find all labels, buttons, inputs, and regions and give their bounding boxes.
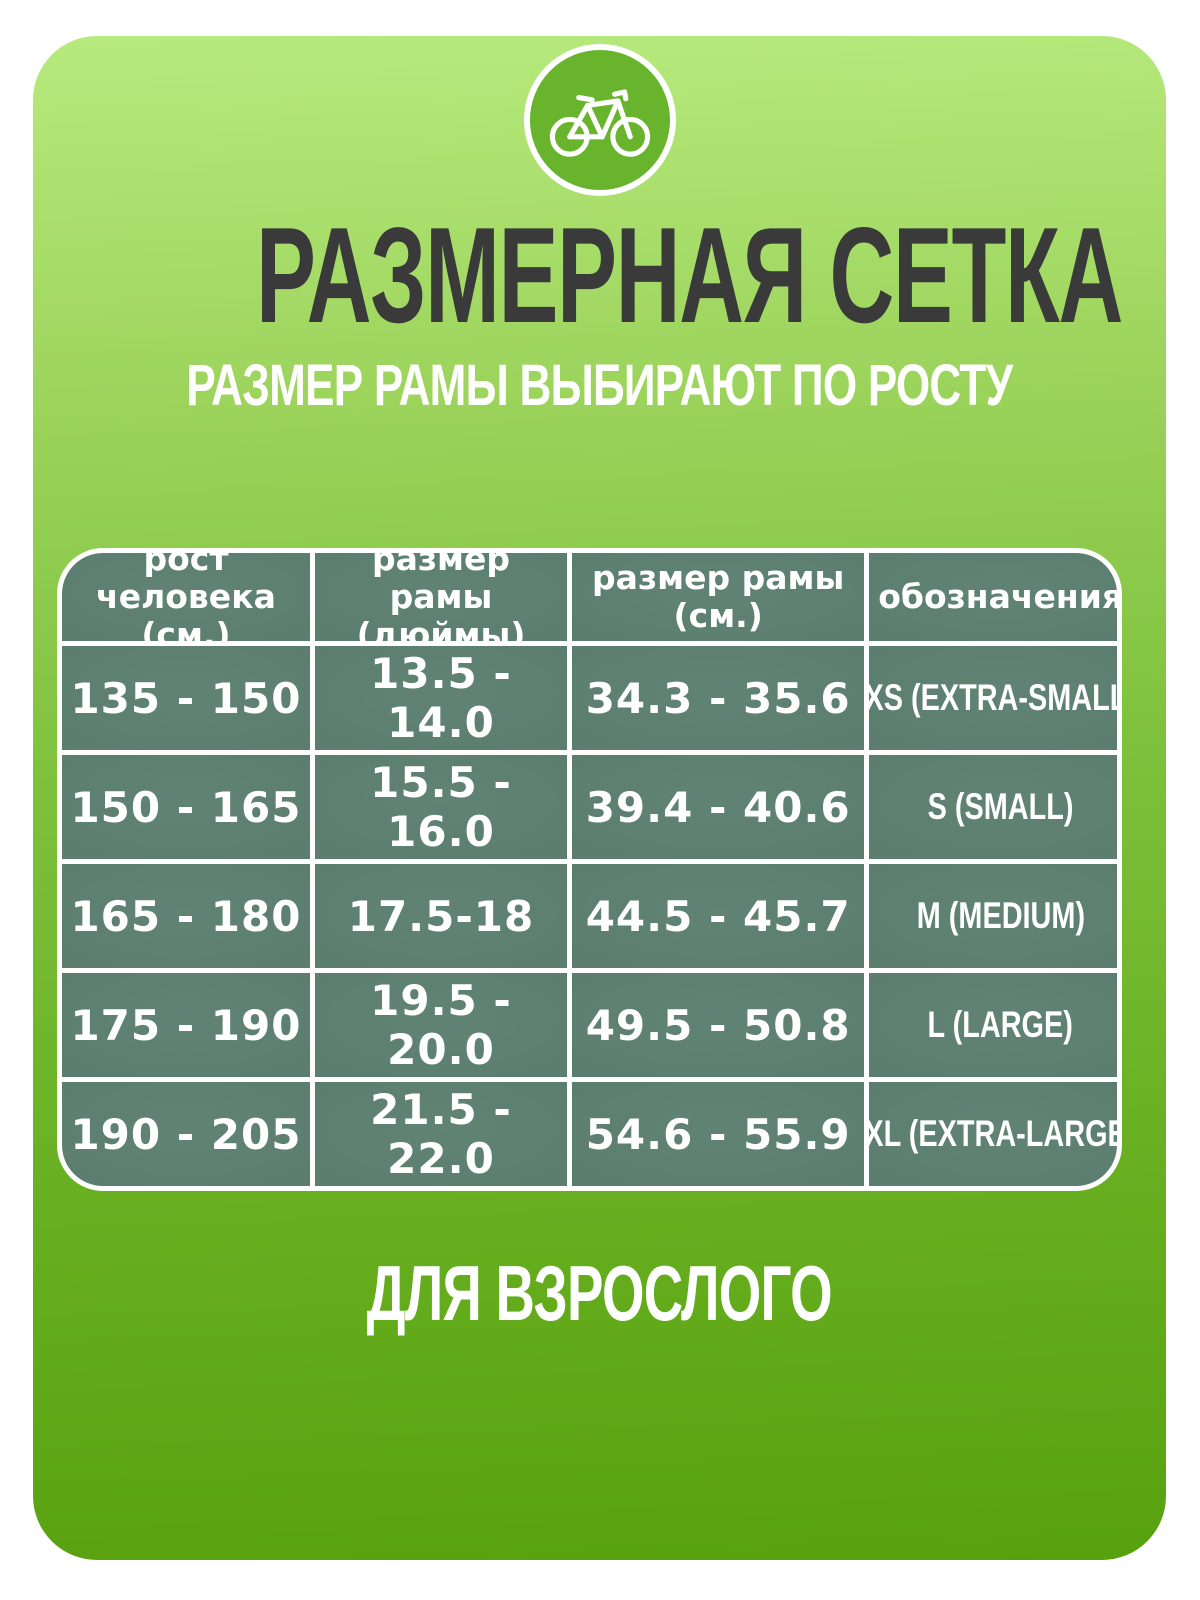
size-designation-text: L (LARGE) <box>927 1004 1074 1045</box>
header-cell-col4: обозначения <box>869 553 1122 641</box>
bicycle-badge <box>523 44 676 196</box>
table-cell: 34.3 - 35.6 <box>572 646 865 750</box>
size-designation-cell: XS (EXTRA-SMALL) <box>864 646 1117 750</box>
table-cell: 39.4 - 40.6 <box>572 755 865 859</box>
table-cell: 21.5 - 22.0 <box>314 1082 568 1186</box>
audience-label-text: ДЛЯ ВЗРОСЛОГО <box>366 1249 833 1337</box>
page-subtitle-text: РАЗМЕР РАМЫ ВЫБИРАЮТ ПО РОСТУ <box>186 353 1014 418</box>
table-cell: 175 - 190 <box>62 973 310 1077</box>
size-chart-card: РАЗМЕРНАЯ СЕТКА РАЗМЕР РАМЫ ВЫБИРАЮТ ПО … <box>33 36 1166 1560</box>
size-designation-text: S (SMALL) <box>927 786 1074 827</box>
size-designation-cell: XL (EXTRA-LARGE) <box>865 1082 1117 1186</box>
table-cell: 165 - 180 <box>62 864 310 968</box>
page-title-text: РАЗМЕРНАЯ СЕТКА <box>256 199 1123 351</box>
size-table: рост человека (см.) размер рамы (дюймы) разм… <box>57 548 1122 1191</box>
table-cell: 54.6 - 55.9 <box>572 1082 865 1186</box>
header-cell-col1: рост человека (см.) <box>62 553 310 653</box>
table-cell: 19.5 - 20.0 <box>314 973 568 1077</box>
table-cell: 44.5 - 45.7 <box>572 864 865 968</box>
table-cell: 190 - 205 <box>62 1082 310 1186</box>
size-designation-cell: S (SMALL) <box>869 755 1117 859</box>
size-designation-text: XS (EXTRA-SMALL) <box>864 677 1122 718</box>
size-designation-text: XL (EXTRA-LARGE) <box>864 1113 1122 1154</box>
header-text: размер рамы <box>592 558 845 598</box>
size-designation-cell: L (LARGE) <box>869 973 1117 1077</box>
header-cell-col2: размер рамы (дюймы) <box>314 553 568 653</box>
table-cell: 49.5 - 50.8 <box>572 973 865 1077</box>
table-cell: 150 - 165 <box>62 755 310 859</box>
header-text: обозначения <box>878 577 1122 617</box>
audience-label: ДЛЯ ВЗРОСЛОГО <box>33 1248 1166 1339</box>
table-cell: 17.5-18 <box>314 864 568 968</box>
header-cell-col3: размер рамы (см.) <box>572 553 865 641</box>
page-title: РАЗМЕРНАЯ СЕТКА <box>33 204 1166 347</box>
table-cell: 15.5 - 16.0 <box>314 755 568 859</box>
header-text: размер рамы <box>371 548 511 617</box>
table-cell: 135 - 150 <box>62 646 310 750</box>
header-unit-text: (см.) <box>673 596 763 635</box>
page-subtitle: РАЗМЕР РАМЫ ВЫБИРАЮТ ПО РОСТУ <box>33 353 1166 418</box>
size-designation-text: M (MEDIUM) <box>916 895 1085 936</box>
bicycle-icon <box>549 89 650 157</box>
header-text: рост человека <box>96 548 276 617</box>
size-designation-cell: M (MEDIUM) <box>869 864 1117 968</box>
table-cell: 13.5 - 14.0 <box>314 646 568 750</box>
